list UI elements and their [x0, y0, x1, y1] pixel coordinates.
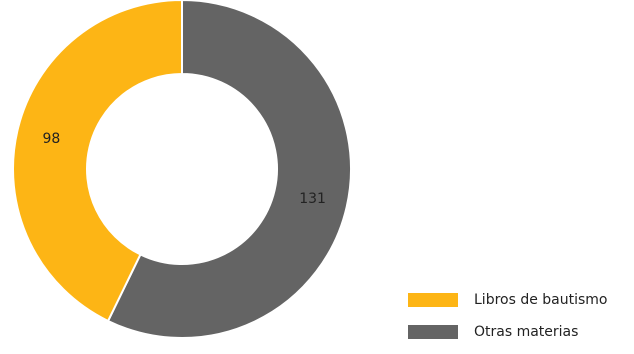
legend-item-libros-de-bautismo: Libros de bautismo	[408, 290, 628, 310]
legend: Libros de bautismo Otras materias	[408, 290, 628, 354]
legend-label-libros-de-bautismo: Libros de bautismo	[474, 292, 608, 308]
slice-libros-de-bautismo	[12, 0, 183, 323]
data-label-otras-materias: 131	[299, 191, 326, 207]
data-labels-group: 98 131	[42, 131, 325, 207]
data-label-libros-de-bautismo: 98	[42, 131, 60, 147]
legend-swatch-libros-de-bautismo	[408, 293, 458, 307]
legend-label-otras-materias: Otras materias	[474, 324, 579, 340]
legend-item-otras-materias: Otras materias	[408, 322, 628, 342]
legend-swatch-otras-materias	[408, 325, 458, 339]
slice-otras-materias	[106, 0, 352, 339]
slices-group	[12, 0, 352, 339]
